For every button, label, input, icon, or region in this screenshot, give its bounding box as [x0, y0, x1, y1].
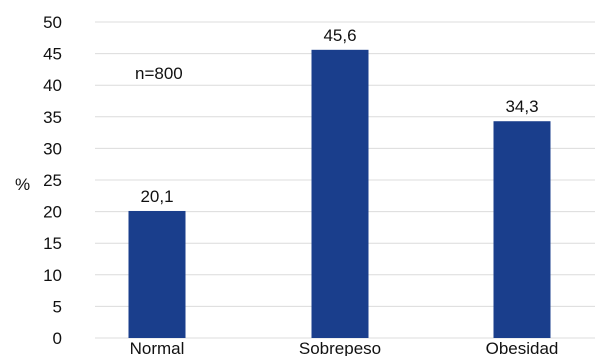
sample-size-annotation: n=800	[135, 64, 183, 83]
y-tick-label: 50	[43, 13, 62, 32]
data-label-normal: 20,1	[140, 187, 173, 206]
bars	[128, 49, 551, 339]
category-label-sobrepeso: Sobrepeso	[299, 339, 381, 356]
data-labels: 20,1 45,6 34,3	[140, 26, 538, 206]
y-tick-label: 40	[43, 76, 62, 95]
y-tick-label: 45	[43, 45, 62, 64]
y-axis-label: %	[15, 175, 30, 194]
bar-obesidad	[493, 121, 551, 338]
y-tick-label: 20	[43, 203, 62, 222]
y-tick-label: 25	[43, 171, 62, 190]
y-tick-label: 5	[53, 297, 62, 316]
x-axis-categories: Normal Sobrepeso Obesidad	[130, 339, 559, 356]
bar-sobrepeso	[311, 49, 369, 339]
category-label-obesidad: Obesidad	[486, 339, 559, 356]
y-tick-label: 30	[43, 139, 62, 158]
category-label-normal: Normal	[130, 339, 185, 356]
data-label-sobrepeso: 45,6	[323, 26, 356, 45]
data-label-obesidad: 34,3	[505, 97, 538, 116]
y-axis-ticks: 0 5 10 15 20 25 30 35 40 45 50	[43, 13, 62, 348]
y-tick-label: 35	[43, 108, 62, 127]
y-tick-label: 10	[43, 266, 62, 285]
y-tick-label: 0	[53, 329, 62, 348]
y-tick-label: 15	[43, 234, 62, 253]
bar-normal	[128, 210, 186, 338]
